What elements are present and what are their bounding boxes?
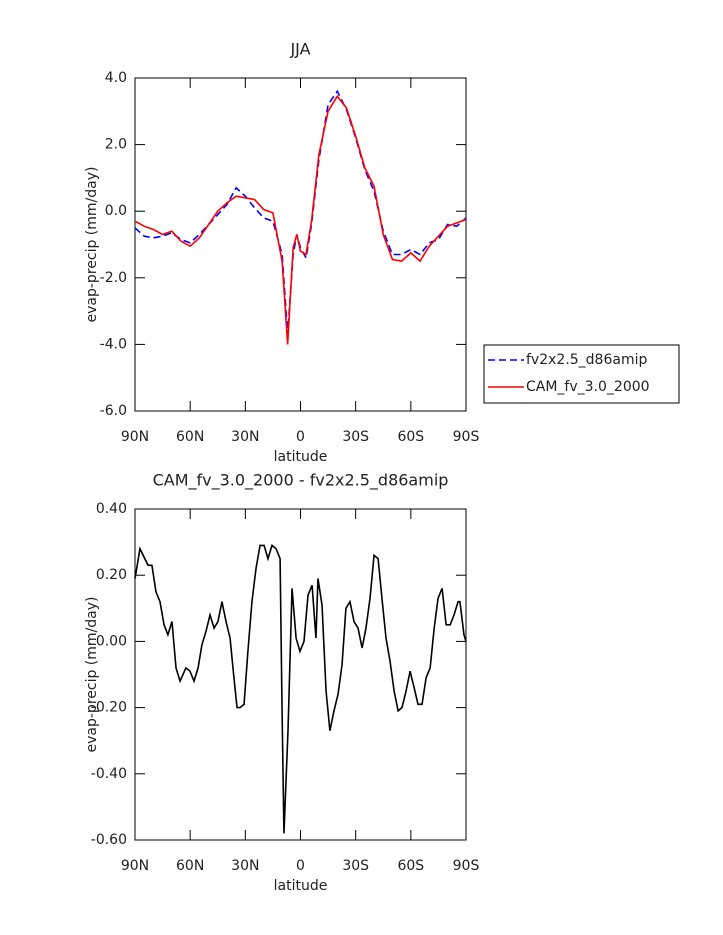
x-tick-label: 0 xyxy=(296,858,305,874)
y-tick-label: -0.60 xyxy=(91,832,127,848)
x-tick-label: 90S xyxy=(453,858,480,874)
y-tick-label: 0.20 xyxy=(96,567,127,583)
x-tick-label: 30N xyxy=(231,858,259,874)
x-tick-label: 30N xyxy=(231,429,259,445)
x-tick-label: 60N xyxy=(176,858,204,874)
y-axis-label: evap-precip (mm/day) xyxy=(84,597,100,753)
legend-label: fv2x2.5_d86amip xyxy=(526,352,647,368)
y-tick-label: 0.0 xyxy=(105,203,127,219)
x-tick-label: 90N xyxy=(121,858,149,874)
legend-label: CAM_fv_3.0_2000 xyxy=(526,379,650,395)
x-axis-label: latitude xyxy=(274,449,328,465)
y-tick-label: 0.40 xyxy=(96,501,127,517)
y-tick-label: -4.0 xyxy=(100,336,127,352)
y-tick-label: -0.20 xyxy=(91,700,127,716)
y-tick-label: 4.0 xyxy=(105,70,127,86)
y-tick-label: -0.40 xyxy=(91,766,127,782)
y-axis-label: evap-precip (mm/day) xyxy=(84,167,100,323)
plot-frame xyxy=(134,77,467,412)
data-line xyxy=(134,544,467,834)
y-tick-label: -6.0 xyxy=(100,403,127,419)
y-tick-label: 0.00 xyxy=(96,633,127,649)
chart-title: JJA xyxy=(289,40,310,59)
data-line xyxy=(134,89,467,335)
y-tick-label: -2.0 xyxy=(100,270,127,286)
x-tick-label: 90N xyxy=(121,429,149,445)
x-tick-label: 60S xyxy=(397,429,424,445)
x-axis-label: latitude xyxy=(274,878,328,894)
legend-box xyxy=(483,344,680,404)
chart-title: CAM_fv_3.0_2000 - fv2x2.5_d86amip xyxy=(153,471,449,491)
x-tick-label: 90S xyxy=(453,429,480,445)
x-tick-label: 60N xyxy=(176,429,204,445)
x-tick-label: 30S xyxy=(342,858,369,874)
y-tick-label: 2.0 xyxy=(105,137,127,153)
plot-frame xyxy=(134,508,467,841)
x-tick-label: 30S xyxy=(342,429,369,445)
x-tick-label: 0 xyxy=(296,429,305,445)
x-tick-label: 60S xyxy=(397,858,424,874)
data-line xyxy=(134,94,467,345)
